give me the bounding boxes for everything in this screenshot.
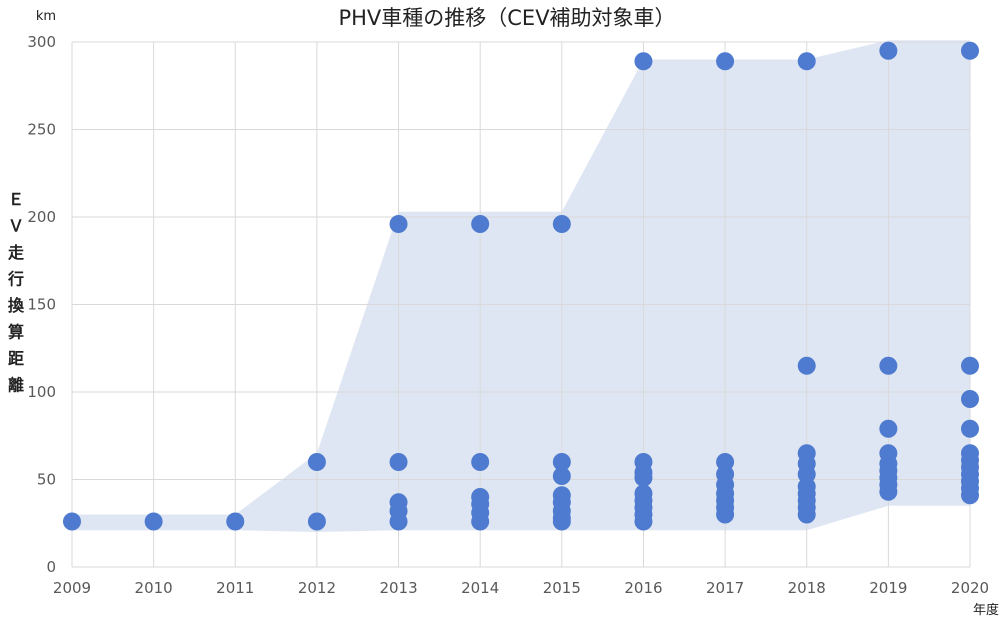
x-tick-label: 2020: [951, 579, 989, 597]
data-point: [797, 52, 816, 71]
data-point-layer: [63, 41, 979, 531]
y-axis-label-char: 行: [7, 270, 24, 289]
data-point: [634, 468, 653, 487]
x-tick-label: 2016: [624, 579, 662, 597]
data-point: [961, 356, 979, 375]
y-axis-unit: km: [36, 9, 56, 24]
y-axis-label-char: 距: [8, 349, 24, 368]
y-axis-label-char: Ｖ: [8, 217, 24, 236]
chart-title: PHV車種の推移（CEV補助対象車）: [338, 6, 675, 30]
data-point: [716, 505, 735, 524]
x-axis-unit: 年度: [973, 602, 999, 618]
data-point: [307, 453, 326, 471]
x-tick-label: 2012: [298, 579, 336, 597]
x-tick-label: 2015: [543, 579, 581, 597]
data-point: [471, 215, 490, 233]
data-point: [797, 356, 816, 375]
range-band: [72, 40, 970, 532]
x-tick-label: 2011: [216, 579, 254, 597]
data-point: [552, 215, 571, 233]
y-tick-label: 300: [27, 33, 56, 51]
data-point: [961, 390, 979, 408]
y-tick-label: 50: [37, 471, 56, 489]
data-point: [961, 486, 979, 505]
y-tick-label: 200: [27, 208, 56, 226]
y-axis-label-char: 走: [7, 243, 24, 262]
y-tick-label: 0: [46, 558, 56, 576]
data-point: [552, 512, 571, 531]
data-point: [716, 52, 735, 71]
data-point: [634, 52, 653, 71]
data-point: [879, 482, 898, 501]
range-band-layer: [72, 40, 970, 532]
y-tick-label: 250: [27, 121, 56, 139]
data-point: [961, 41, 979, 60]
data-point: [961, 419, 979, 438]
data-point: [389, 453, 408, 471]
y-axis-label-char: Ｅ: [8, 190, 24, 209]
data-point: [307, 512, 326, 531]
x-tick-label: 2018: [788, 579, 826, 597]
data-point: [879, 419, 898, 438]
x-tick-label: 2017: [706, 579, 744, 597]
data-point: [226, 512, 245, 531]
y-axis-label-char: 換: [8, 296, 25, 315]
y-tick-label: 150: [27, 296, 56, 314]
data-point: [552, 467, 571, 485]
data-point: [634, 512, 653, 531]
data-point: [63, 512, 81, 531]
data-point: [471, 512, 490, 531]
data-point: [389, 512, 408, 531]
y-tick-label: 100: [27, 383, 56, 401]
x-tick-label: 2010: [135, 579, 173, 597]
y-axis-label-char: 離: [8, 376, 24, 395]
data-point: [389, 215, 408, 233]
data-point: [471, 453, 490, 471]
data-point: [797, 505, 816, 524]
x-tick-label: 2014: [461, 579, 499, 597]
data-point: [552, 453, 571, 471]
data-point: [879, 41, 898, 60]
y-axis-label-char: 算: [8, 323, 24, 342]
x-tick-label: 2009: [53, 579, 91, 597]
tick-label-layer: 0 50 100 150 200 250 300 2009 2010 2011 2012 2013 20…: [27, 33, 989, 597]
x-tick-label: 2013: [379, 579, 417, 597]
x-tick-label: 2019: [869, 579, 907, 597]
data-point: [144, 512, 163, 531]
data-point: [879, 356, 898, 375]
